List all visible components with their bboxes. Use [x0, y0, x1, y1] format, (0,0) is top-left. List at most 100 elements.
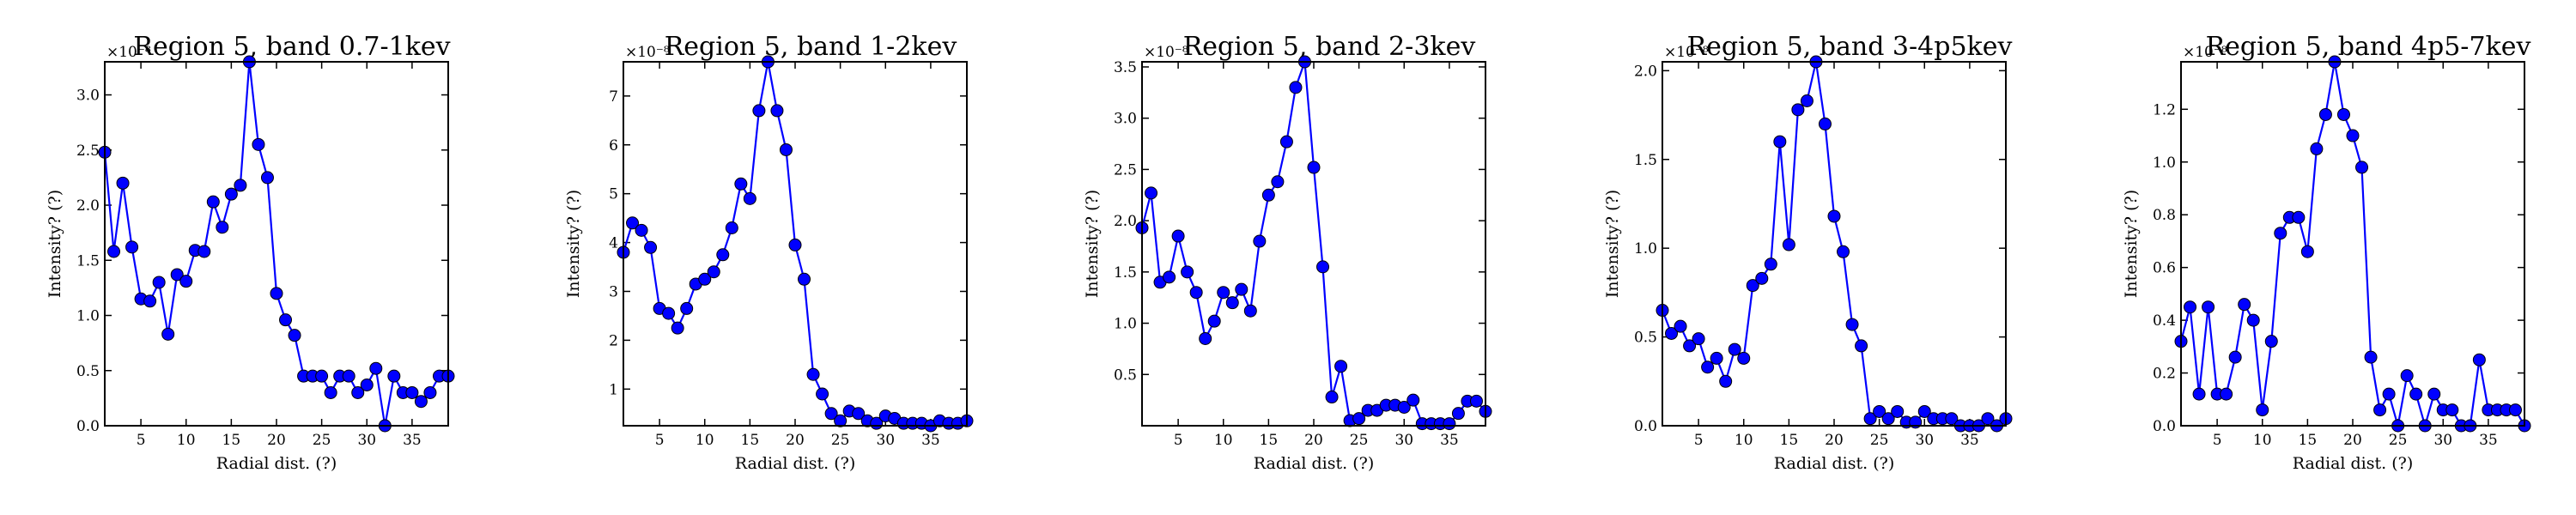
- data-point: [2508, 403, 2522, 417]
- data-point: [2336, 107, 2350, 121]
- x-tick-label: 15: [2299, 432, 2318, 449]
- chart-title: Region 5, band 2-3kev: [1183, 32, 1476, 62]
- data-point: [1235, 282, 1249, 296]
- x-tick-label: 20: [267, 432, 286, 449]
- plot-frame: [623, 61, 968, 427]
- data-point: [779, 142, 793, 156]
- y-axis-label: Intensity? (?): [1083, 190, 1102, 298]
- data-point: [2346, 129, 2360, 142]
- series-line: [1140, 61, 1486, 425]
- y-axis-multiplier: ×10⁻⁸: [625, 44, 670, 61]
- y-tick-label: 2: [609, 332, 618, 349]
- data-point: [743, 191, 756, 205]
- data-point: [1181, 265, 1194, 279]
- data-point: [1863, 412, 1877, 426]
- data-point: [224, 187, 238, 201]
- y-axis-multiplier: ×10⁻⁸: [106, 44, 151, 61]
- data-point: [270, 287, 283, 300]
- data-point: [671, 321, 684, 335]
- data-point: [1981, 412, 1995, 426]
- data-point: [2382, 387, 2396, 401]
- plot-frame: [104, 61, 449, 427]
- data-point: [1243, 304, 1257, 318]
- data-point: [1199, 331, 1212, 345]
- data-point: [179, 275, 193, 288]
- data-point: [197, 245, 211, 258]
- data-point: [2184, 300, 2197, 314]
- x-tick-label: 5: [137, 432, 146, 449]
- data-point: [834, 414, 848, 427]
- data-point: [798, 272, 811, 286]
- data-point: [423, 385, 437, 399]
- y-tick-label: 1: [609, 381, 618, 398]
- x-tick-label: 10: [1214, 432, 1233, 449]
- y-tick-label: 0.6: [2153, 260, 2176, 277]
- y-tick-label: 2.0: [76, 197, 100, 215]
- data-point: [1469, 394, 1483, 408]
- data-point: [1163, 270, 1176, 284]
- data-point: [1818, 117, 1832, 130]
- data-point: [1945, 412, 1959, 426]
- data-point: [405, 385, 419, 399]
- chart-title: Region 5, band 0.7-1kev: [133, 32, 450, 62]
- x-tick-label: 30: [876, 432, 895, 449]
- data-point: [1406, 393, 1420, 407]
- data-point: [1710, 351, 1723, 365]
- data-point: [2220, 387, 2233, 401]
- x-tick-label: 25: [313, 432, 331, 449]
- y-tick-label: 2.5: [1114, 161, 1137, 179]
- data-point: [1692, 332, 1705, 346]
- x-tick-label: 5: [2213, 432, 2222, 449]
- data-point: [324, 385, 337, 399]
- y-tick-label: 3.5: [1114, 59, 1137, 76]
- data-point: [1325, 391, 1339, 404]
- data-point: [1674, 319, 1687, 333]
- data-point: [1316, 260, 1330, 274]
- data-point: [206, 195, 220, 209]
- x-tick-label: 35: [1440, 432, 1459, 449]
- y-tick-label: 0.0: [76, 418, 100, 435]
- data-point: [1225, 296, 1239, 310]
- y-tick-label: 1.0: [76, 308, 100, 325]
- data-point: [2264, 335, 2278, 348]
- data-point: [1891, 404, 1905, 418]
- data-point: [1271, 175, 1285, 189]
- data-point: [2472, 353, 2486, 367]
- data-point: [1855, 339, 1868, 353]
- x-axis-label: Radial dist. (?): [2293, 454, 2413, 473]
- data-point: [1782, 238, 1795, 251]
- y-tick-label: 0.4: [2153, 312, 2176, 330]
- data-point: [161, 327, 175, 341]
- y-tick-label: 1.0: [2153, 154, 2176, 172]
- data-point: [716, 248, 730, 262]
- data-point: [1171, 229, 1185, 243]
- y-tick-label: 0.5: [1634, 330, 1657, 347]
- x-tick-label: 30: [1394, 432, 1413, 449]
- x-tick-label: 5: [655, 432, 665, 449]
- data-point: [315, 369, 329, 383]
- data-point: [644, 240, 658, 254]
- data-point: [2228, 350, 2242, 364]
- data-point: [1352, 412, 1366, 426]
- y-axis-label: Intensity? (?): [1603, 190, 1622, 298]
- data-point: [252, 137, 265, 151]
- series-line: [2179, 61, 2525, 430]
- data-point: [170, 268, 184, 282]
- chart-panel-5: Region 5, band 4p5-7kev×10⁻⁸ 5 10 15 20 25 30 3…: [2122, 32, 2531, 473]
- data-point: [152, 276, 166, 289]
- chart-title: Region 5, band 1-2kev: [665, 32, 957, 62]
- y-tick-label: 1.0: [1114, 316, 1137, 333]
- data-point: [1451, 407, 1465, 421]
- y-tick-label: 0.5: [1114, 367, 1137, 384]
- y-tick-label: 0.0: [1634, 418, 1657, 435]
- y-tick-label: 1.5: [1114, 264, 1137, 282]
- data-point: [1773, 135, 1787, 148]
- data-point: [2310, 142, 2324, 155]
- data-point: [1837, 245, 1850, 258]
- data-point: [2409, 387, 2423, 401]
- y-tick-label: 4: [609, 235, 618, 252]
- data-point: [788, 238, 802, 251]
- data-point: [1443, 417, 1456, 431]
- y-tick-label: 1.5: [76, 252, 100, 270]
- y-tick-label: 5: [609, 186, 618, 203]
